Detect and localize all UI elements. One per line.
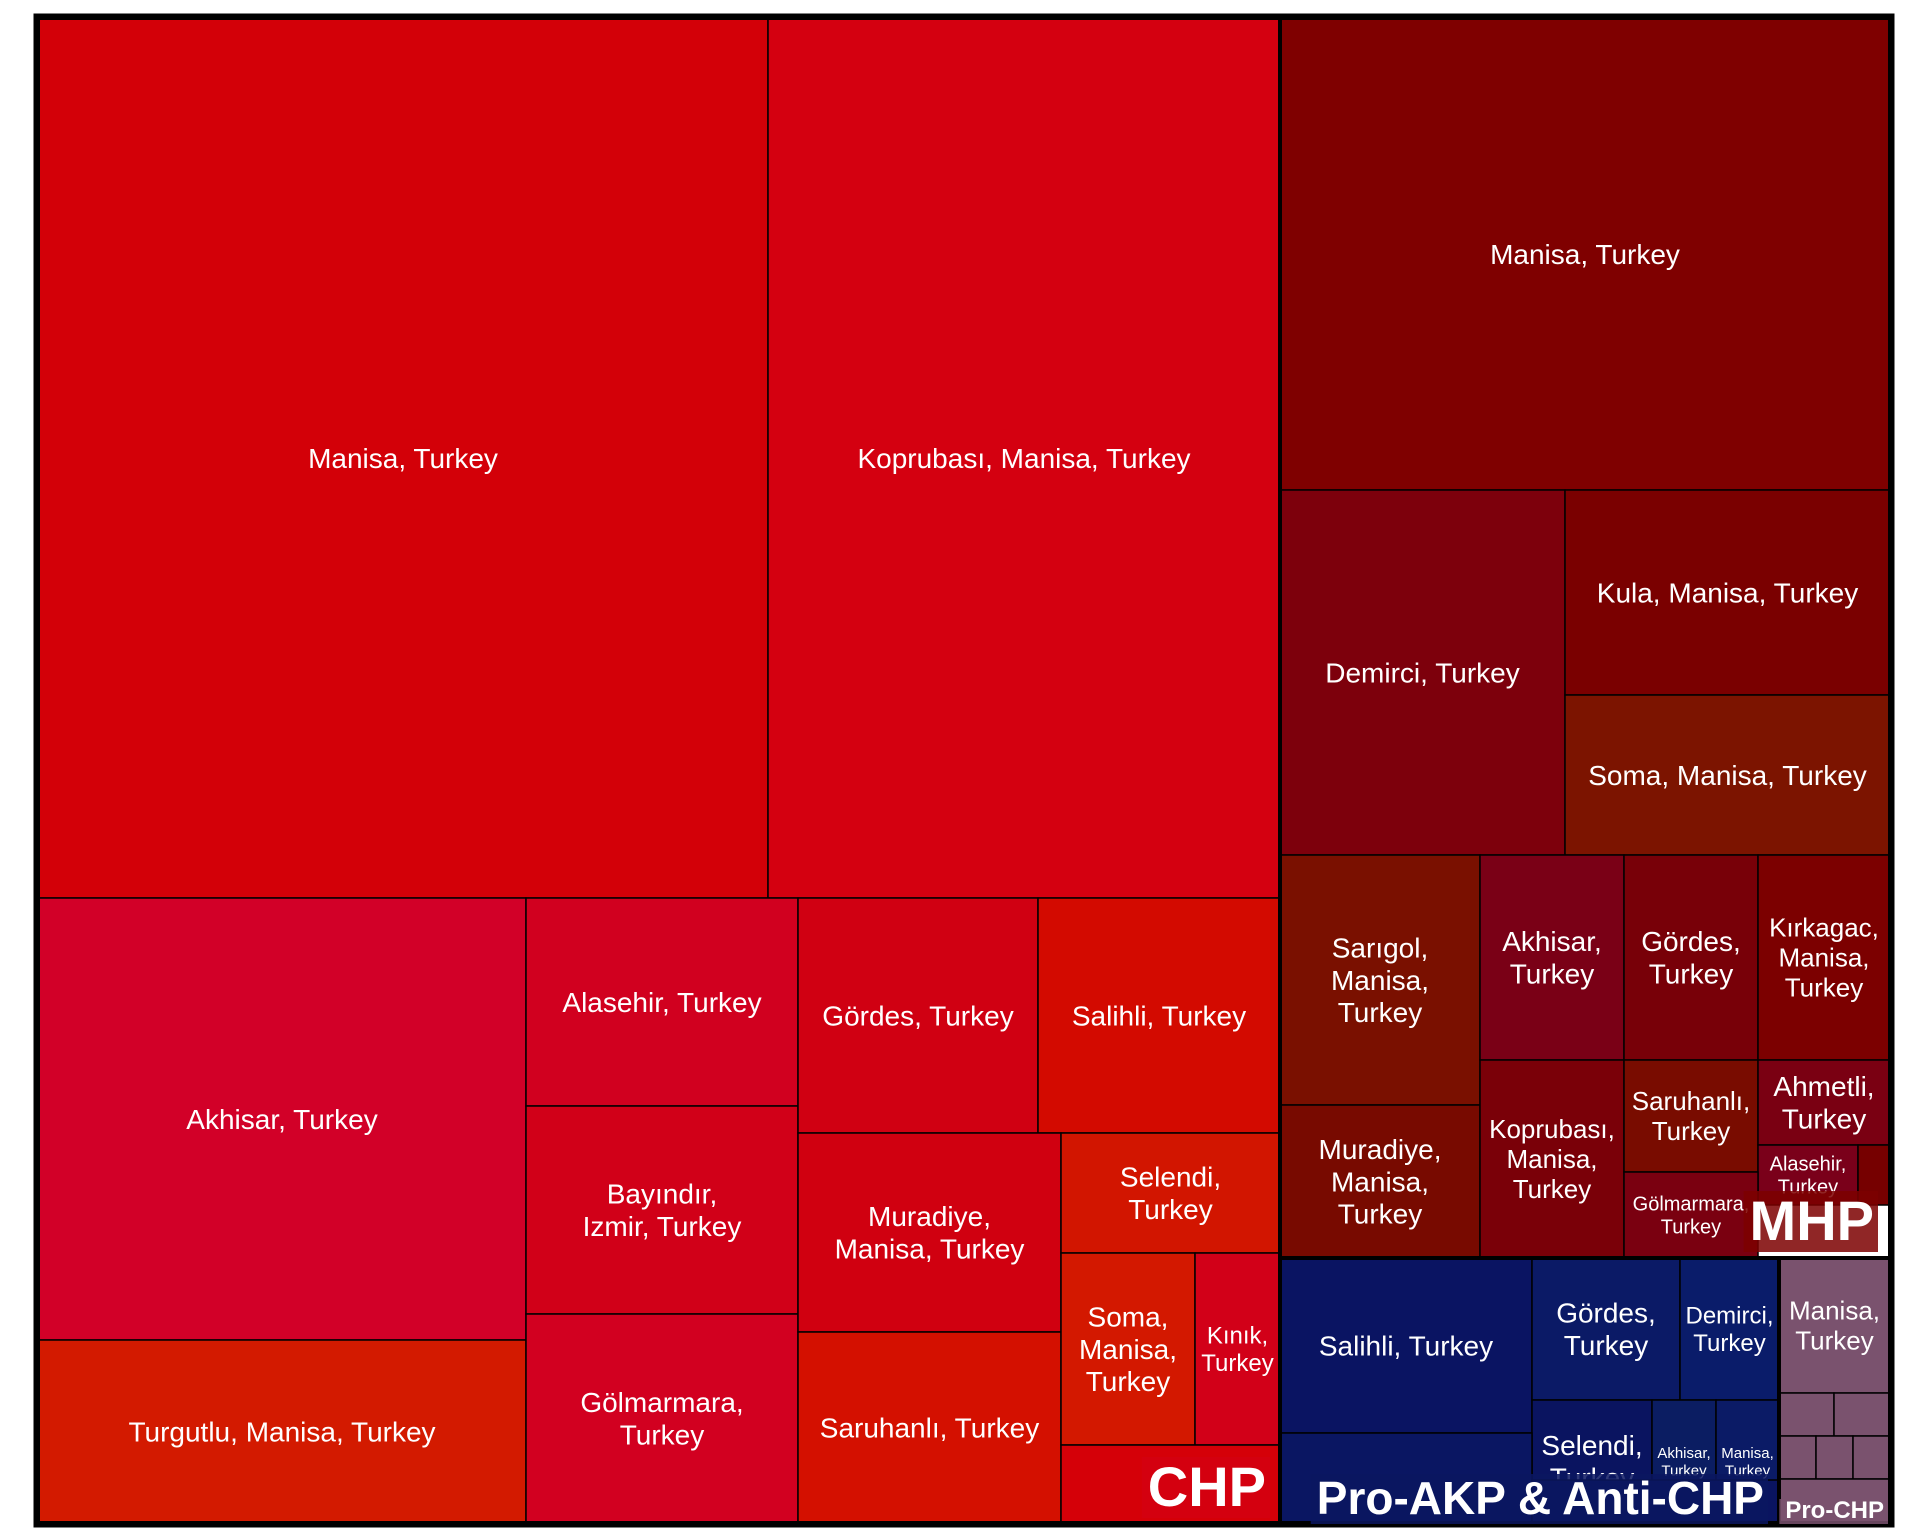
cell-label-chp-1: Manisa, Turkey (308, 443, 498, 474)
treemap-cell-chp-12 (1060, 1132, 1281, 1254)
treemap-cell-pro-chp-4 (1778, 1435, 1817, 1480)
cell-label-chp-11: Saruhanlı, Turkey (820, 1412, 1039, 1443)
treemap-outer-frame (33, 13, 1895, 1528)
cell-label-chp-14: Kınık, Turkey (1201, 1323, 1273, 1378)
treemap-cell-mhp-7 (1623, 854, 1759, 1061)
cell-label-mhp-7: Gördes, Turkey (1641, 926, 1741, 989)
treemap-cell-mhp-1 (1279, 17, 1891, 491)
group-label-pro-chp: Pro-CHP (1785, 1497, 1884, 1524)
treemap-cell-mhp-10 (1479, 1059, 1625, 1259)
treemap-cell-chp-14 (1194, 1252, 1281, 1446)
cell-label-mhp-8: Kırkagac, Manisa, Turkey (1769, 913, 1879, 1003)
treemap-cell-pro-chp-6 (1852, 1435, 1891, 1480)
treemap-cell-chp-10 (797, 1132, 1062, 1333)
group-label-bg-chp (1141, 1457, 1270, 1518)
cell-label-chp-8: Gördes, Turkey (822, 1000, 1013, 1031)
treemap-cell-pro-chp-3 (1833, 1392, 1891, 1437)
treemap-cell-pro-chp-1 (1778, 1257, 1891, 1394)
group-label-chp: CHP (1148, 1455, 1266, 1518)
group-label-bg-mhp (1743, 1191, 1878, 1252)
treemap-cell-mhp-8 (1757, 854, 1891, 1061)
cell-label-chp-5: Alasehir, Turkey (562, 987, 761, 1018)
cell-label-chp-4: Turgutlu, Manisa, Turkey (128, 1416, 435, 1447)
treemap-cell-mhp-9 (1279, 1104, 1481, 1259)
treemap-cell-chp-9 (1037, 897, 1281, 1134)
cell-label-mhp-4: Soma, Manisa, Turkey (1588, 760, 1867, 791)
treemap-cell-chp-6 (525, 1105, 799, 1315)
group-label-bg-pro-akp-anti-chp (1310, 1474, 1768, 1524)
cell-label-chp-6: Bayındır, Izmir, Turkey (583, 1179, 742, 1242)
treemap-cell-mhp-5 (1279, 854, 1481, 1106)
treemap-cell-pro-chp-2 (1778, 1392, 1835, 1437)
treemap-cell-mhp-6 (1479, 854, 1625, 1061)
treemap-cell-mhp-2 (1279, 489, 1566, 856)
group-label-bg-pro-chp (1779, 1499, 1888, 1524)
cell-label-mhp-5: Sarıgol, Manisa, Turkey (1331, 933, 1429, 1028)
treemap-cell-chp-1 (37, 17, 769, 899)
treemap-cell-chp-11 (797, 1331, 1062, 1524)
cell-label-chp-3: Akhisar, Turkey (186, 1104, 377, 1135)
treemap-cell-chp-2 (767, 17, 1281, 899)
cell-label-pro-chp-1: Manisa, Turkey (1789, 1296, 1880, 1356)
treemap-cell-chp-4 (37, 1339, 527, 1524)
cell-label-chp-7: Gölmarmara, Turkey (580, 1387, 743, 1450)
cell-label-chp-2: Koprubası, Manisa, Turkey (857, 443, 1190, 474)
cell-label-chp-12: Selendi, Turkey (1120, 1162, 1221, 1225)
cell-label-mhp-12: Ahmetli, Turkey (1773, 1071, 1874, 1134)
treemap-cell-chp-3 (37, 897, 527, 1341)
cell-label-chp-10: Muradiye, Manisa, Turkey (835, 1201, 1025, 1264)
cell-label-mhp-3: Kula, Manisa, Turkey (1597, 577, 1858, 608)
cell-label-mhp-1: Manisa, Turkey (1490, 239, 1680, 270)
group-mhp: Manisa, Turkey Demirci, Turkey Kula, Manis… (1279, 17, 1891, 1259)
group-pro-chp: Manisa, Turkey (1778, 1257, 1891, 1524)
cell-label-mhp-10: Koprubası, Manisa, Turkey (1489, 1114, 1615, 1204)
treemap-cell-chp-8 (797, 897, 1039, 1134)
cell-label-chp-13: Soma, Manisa, Turkey (1079, 1302, 1177, 1397)
treemap-cell-pro-akp-anti-chp-3 (1679, 1257, 1780, 1401)
treemap-cell-pro-chp-5 (1815, 1435, 1854, 1480)
treemap-cell-mhp-3 (1564, 489, 1891, 696)
cell-label-mhp-11: Saruhanlı, Turkey (1632, 1086, 1751, 1146)
cell-label-mhp-9: Muradiye, Manisa, Turkey (1319, 1134, 1442, 1229)
treemap-cell-chp-5 (525, 897, 799, 1107)
cell-label-pro-akp-anti-chp-1: Salihli, Turkey (1319, 1330, 1493, 1361)
cell-label-mhp-6: Akhisar, Turkey (1502, 926, 1602, 989)
group-chp: Manisa, Turkey Koprubası, Manisa, Turkey A… (37, 17, 1281, 1524)
cell-label-chp-9: Salihli, Turkey (1072, 1000, 1246, 1031)
group-label-mhp: MHP (1750, 1189, 1874, 1252)
treemap-cell-chp-13 (1060, 1252, 1196, 1446)
cell-label-pro-akp-anti-chp-3: Demirci, Turkey (1686, 1303, 1774, 1358)
treemap-cell-mhp-4 (1564, 694, 1891, 856)
treemap-cell-chp-7 (525, 1313, 799, 1524)
cell-label-pro-akp-anti-chp-2: Gördes, Turkey (1556, 1298, 1656, 1361)
cell-label-mhp-2: Demirci, Turkey (1325, 657, 1519, 688)
treemap-cell-mhp-12 (1757, 1059, 1891, 1146)
group-label-pro-akp-anti-chp: Pro-AKP & Anti-CHP (1317, 1472, 1764, 1524)
cell-label-mhp-14: Gölmarmara, Turkey (1633, 1194, 1750, 1239)
